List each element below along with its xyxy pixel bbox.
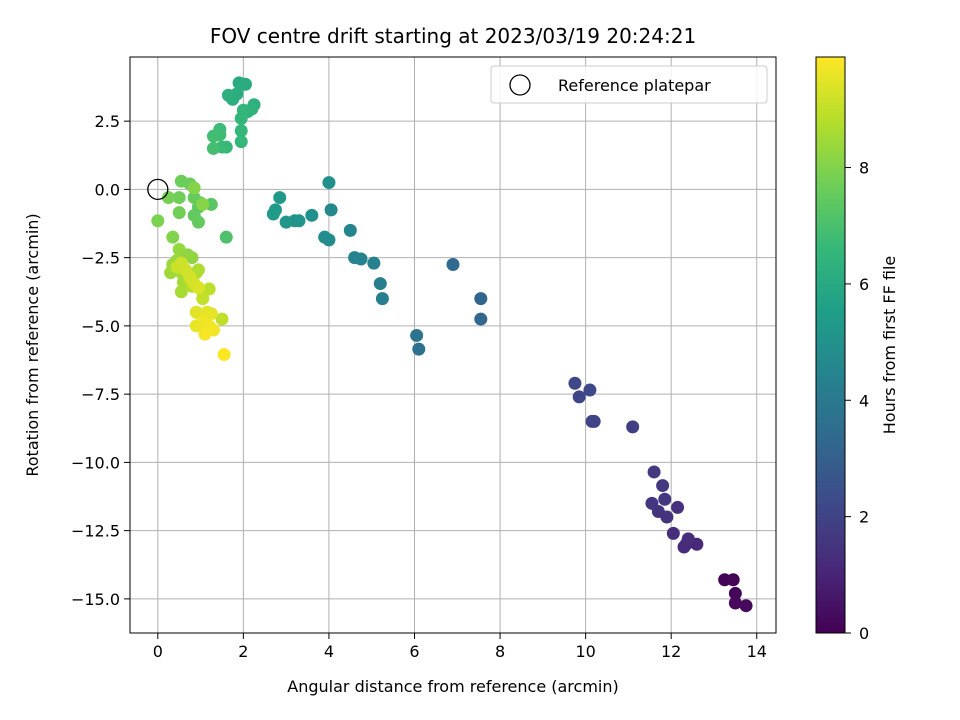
data-point: [151, 214, 165, 228]
reference-marker: [147, 178, 169, 201]
data-point: [322, 176, 336, 190]
data-point: [728, 596, 742, 610]
legend-label: Reference platepar: [558, 76, 711, 95]
data-points: [147, 76, 753, 613]
data-point: [162, 191, 176, 205]
x-tick-label: 14: [747, 642, 767, 661]
data-point: [647, 465, 661, 479]
data-point: [587, 414, 601, 428]
colorbar-label: Hours from first FF file: [880, 256, 899, 435]
data-point: [198, 327, 212, 341]
data-point: [219, 230, 233, 244]
data-point: [204, 307, 218, 321]
data-point: [234, 135, 248, 149]
x-tick-label: 2: [238, 642, 248, 661]
colorbar-tick-label: 2: [859, 508, 869, 527]
data-point: [410, 328, 424, 342]
grid-lines: [130, 57, 776, 633]
colorbar-ticks: 0 2 4 6 8: [845, 159, 869, 643]
data-point: [191, 281, 205, 295]
data-point: [412, 342, 426, 356]
data-point: [239, 77, 253, 91]
data-point: [187, 181, 201, 195]
y-axis-label: Rotation from reference (arcmin): [23, 213, 42, 476]
colorbar-bar: [815, 56, 846, 634]
data-point: [185, 251, 199, 265]
y-tick-label: −7.5: [81, 385, 120, 404]
data-point: [375, 292, 389, 306]
data-point: [266, 207, 280, 221]
legend: Reference platepar: [490, 65, 768, 104]
data-point: [373, 277, 387, 291]
data-point: [367, 256, 381, 270]
data-point: [474, 312, 488, 326]
data-point: [206, 141, 220, 155]
colorbar-tick-label: 4: [859, 391, 869, 410]
chart-title: FOV centre drift starting at 2023/03/19 …: [210, 24, 696, 48]
colorbar-tick-label: 6: [859, 275, 869, 294]
data-point: [172, 206, 186, 220]
data-point: [196, 292, 210, 306]
y-tick-label: −5.0: [81, 317, 120, 336]
x-tick-label: 10: [575, 642, 595, 661]
x-axis-label: Angular distance from reference (arcmin): [287, 677, 618, 696]
data-point: [645, 496, 659, 510]
data-point: [739, 599, 753, 613]
data-point: [318, 230, 332, 244]
y-tick-label: −15.0: [71, 590, 120, 609]
data-point: [273, 191, 287, 205]
data-point: [206, 129, 220, 143]
data-point: [234, 111, 248, 125]
data-point: [568, 376, 582, 390]
data-point: [666, 526, 680, 540]
legend-box: [490, 65, 768, 104]
colorbar: 0 2 4 6 8 Hours from first FF file: [815, 56, 899, 643]
data-point: [681, 532, 695, 546]
data-point: [196, 197, 210, 211]
x-tick-label: 12: [661, 642, 681, 661]
data-point: [279, 215, 293, 229]
data-point: [221, 88, 235, 102]
data-point: [656, 479, 670, 493]
data-point: [474, 292, 488, 306]
data-point: [572, 390, 586, 404]
data-point: [191, 215, 205, 229]
data-point: [172, 242, 186, 256]
data-point: [726, 573, 740, 587]
legend-reference-marker: [509, 74, 531, 96]
data-point: [174, 285, 188, 299]
colorbar-tick-label: 8: [859, 159, 869, 178]
colorbar-tick-label: 0: [859, 624, 869, 643]
data-point: [217, 348, 231, 362]
data-point: [305, 208, 319, 222]
data-point: [446, 257, 460, 271]
data-point: [172, 191, 186, 205]
axes: 0 2 4 6 8 10 12 14 2.5 0.0 −2.5 −5.0 −7.5 −10.0 −12.5 −…: [71, 112, 767, 661]
plot-frame: [129, 56, 777, 634]
y-tick-label: −12.5: [71, 522, 120, 541]
data-point: [234, 124, 248, 138]
data-point: [348, 251, 362, 265]
data-point: [166, 230, 180, 244]
y-tick-label: 2.5: [95, 112, 120, 131]
data-point: [658, 492, 672, 506]
y-tick-label: −10.0: [71, 453, 120, 472]
data-point: [671, 500, 685, 514]
x-tick-label: 6: [409, 642, 419, 661]
data-point: [324, 203, 338, 217]
data-point: [583, 383, 597, 397]
x-tick-label: 8: [495, 642, 505, 661]
x-tick-label: 4: [324, 642, 334, 661]
data-point: [343, 223, 357, 237]
data-point: [728, 586, 742, 600]
data-point: [174, 174, 188, 188]
x-tick-label: 0: [153, 642, 163, 661]
data-point: [626, 420, 640, 434]
data-point: [202, 282, 216, 296]
y-tick-label: −2.5: [81, 249, 120, 268]
data-point: [189, 305, 203, 319]
y-tick-label: 0.0: [95, 180, 120, 199]
data-point: [215, 312, 229, 326]
